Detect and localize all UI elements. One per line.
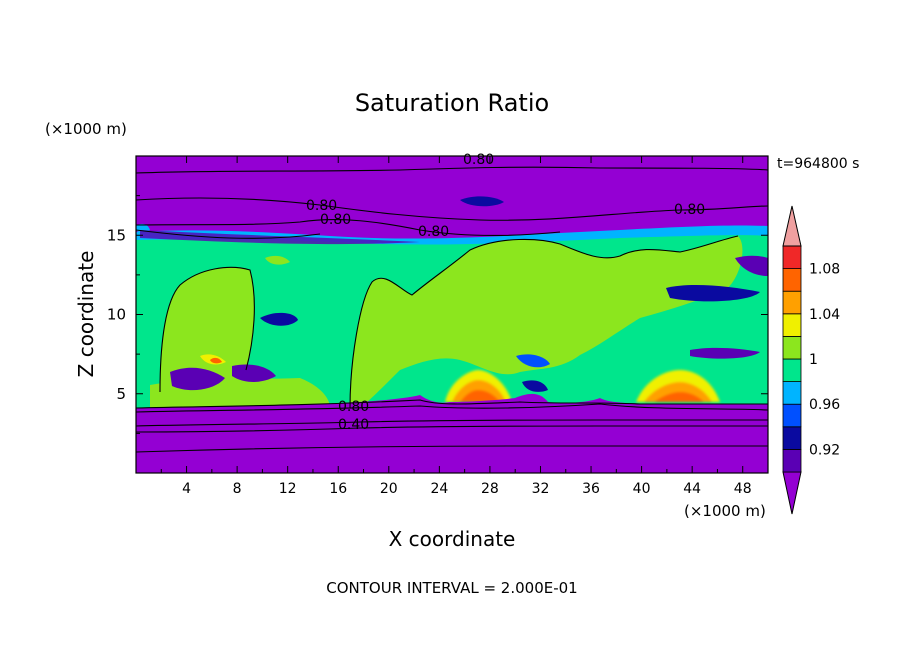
- time-label: t=964800 s: [777, 156, 859, 172]
- x-tick-label: 36: [582, 481, 600, 497]
- y-ticks: 5 10 15: [107, 195, 768, 434]
- colorbar-label: 1.08: [809, 262, 840, 278]
- x-tick-label: 20: [380, 481, 398, 497]
- y-tick-label: 5: [116, 385, 126, 403]
- x-tick-label: 24: [430, 481, 448, 497]
- colorbar-swatch: [782, 358, 802, 383]
- x-tick-label: 48: [734, 481, 752, 497]
- colorbar-swatch: [782, 268, 802, 292]
- contour-label: 0.80: [338, 399, 369, 415]
- contour-label: 0.80: [418, 224, 449, 240]
- x-tick-label: 32: [532, 481, 550, 497]
- x-tick-label: 16: [329, 481, 347, 497]
- x-tick-label: 8: [233, 481, 242, 497]
- colorbar-swatch: [782, 335, 802, 360]
- x-tick-label: 44: [683, 481, 701, 497]
- colorbar: 0.92 0.96 1 1.04 1.08: [782, 205, 840, 515]
- y-unit-label: (×1000 m): [45, 120, 127, 138]
- colorbar-label: 0.92: [809, 442, 840, 458]
- y-tick-label: 15: [107, 226, 126, 244]
- colorbar-swatch: [782, 403, 802, 428]
- x-ticks: 4 8 12 16 20 24 28 32 36 40 44 48: [160, 156, 752, 497]
- x-tick-label: 12: [279, 481, 297, 497]
- colorbar-label: 1.04: [809, 307, 840, 323]
- chart-title: Saturation Ratio: [355, 89, 549, 117]
- colorbar-max-triangle: [782, 205, 802, 247]
- contour-label: 0.40: [338, 417, 369, 433]
- contour-interval-footer: CONTOUR INTERVAL = 2.000E-01: [326, 579, 577, 597]
- colorbar-label: 0.96: [809, 397, 840, 413]
- contour-lines: [136, 166, 768, 453]
- contour-label: 0.80: [674, 202, 705, 218]
- colorbar-swatch: [782, 290, 802, 315]
- x-tick-label: 28: [481, 481, 499, 497]
- x-axis-title: X coordinate: [389, 527, 516, 551]
- colorbar-min-triangle: [782, 471, 802, 515]
- colorbar-swatch: [782, 245, 802, 270]
- x-tick-label: 40: [633, 481, 651, 497]
- x-tick-label: 4: [182, 481, 191, 497]
- colorbar-swatch: [782, 381, 802, 405]
- y-tick-label: 10: [107, 306, 126, 324]
- colorbar-label: 1: [809, 352, 818, 368]
- colorbar-swatch: [782, 448, 802, 473]
- colorbar-swatch: [782, 313, 802, 337]
- contour-label: 0.80: [306, 198, 337, 214]
- contour-field: [136, 156, 768, 473]
- x-unit-label: (×1000 m): [684, 502, 766, 520]
- y-axis-title: Z coordinate: [74, 251, 98, 378]
- contour-label: 0.80: [320, 212, 351, 228]
- contour-labels: 0.80 0.80 0.80 0.80 0.80 0.80 0.40: [306, 152, 705, 433]
- colorbar-swatch: [782, 426, 802, 450]
